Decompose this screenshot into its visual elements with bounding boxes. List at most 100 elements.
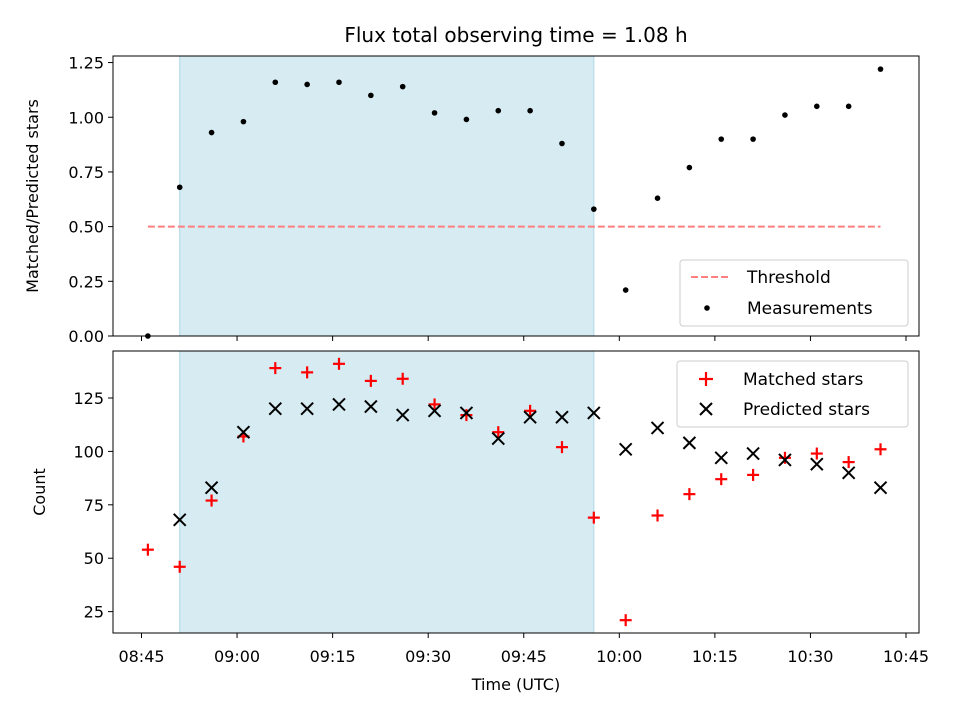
- bottom-y-axis-label: Count: [30, 468, 49, 516]
- top-legend: Threshold Measurements: [679, 259, 909, 327]
- matched-star-point: [332, 357, 345, 370]
- top-plot-marks: [145, 66, 884, 339]
- measurement-point: [750, 136, 756, 142]
- matched-star-point: [301, 366, 314, 379]
- bottom-panel: 25 50 75 100 125 08:45 09:00 09:15 09:30 09:45 10…: [30, 350, 929, 694]
- measurement-point: [814, 103, 820, 110]
- matched-star-point: [524, 404, 537, 417]
- top-shaded-region: [179, 55, 595, 337]
- predicted-star-point: [491, 431, 505, 446]
- bottom-ytick-label: 50: [84, 549, 104, 568]
- measurement-point: [559, 140, 565, 147]
- predicted-star-point: [587, 406, 601, 420]
- measurement-point: [431, 110, 438, 116]
- top-ytick-label: 1.25: [68, 54, 104, 73]
- matched-star-point: [141, 543, 154, 556]
- matched-star-point: [842, 456, 855, 469]
- predicted-star-point: [778, 453, 792, 467]
- measurement-point: [718, 136, 725, 142]
- xtick-label: 10:45: [883, 647, 929, 666]
- bottom-plot-marks: [141, 357, 888, 627]
- predicted-star-point: [650, 421, 665, 435]
- matched-star-point: [619, 614, 632, 627]
- matched-star-point: [173, 560, 186, 573]
- bottom-ytick-label: 75: [84, 496, 104, 515]
- predicted-star-point: [300, 401, 314, 416]
- measurement-point: [782, 112, 788, 118]
- measurement-point: [368, 92, 374, 99]
- predicted-star-point: [332, 397, 346, 412]
- bottom-legend: Matched stars Predicted stars: [676, 360, 909, 428]
- predicted-star-point: [364, 399, 378, 414]
- top-panel: Flux total observing time = 1.08 h 0.00 0…: [23, 23, 920, 346]
- bottom-plot-frame: [112, 350, 920, 634]
- x-axis-label: Time (UTC): [471, 675, 560, 694]
- top-ytick-label: 0.00: [68, 327, 104, 346]
- measurement-point: [622, 287, 629, 293]
- matched-star-point: [205, 494, 218, 507]
- bottom-ytick-label: 125: [73, 389, 104, 408]
- top-plot-frame: [112, 55, 920, 337]
- measurement-point: [399, 83, 406, 90]
- xtick-label: 10:00: [596, 647, 642, 666]
- matched-star-point: [587, 511, 600, 524]
- measurement-point: [208, 129, 215, 136]
- measurement-point: [654, 195, 661, 201]
- matched-star-point: [874, 443, 887, 456]
- matched-star-point: [428, 398, 441, 411]
- matched-star-point: [778, 451, 791, 464]
- matched-star-point: [460, 409, 473, 422]
- predicted-star-point: [746, 446, 760, 461]
- predicted-star-point: [555, 410, 569, 424]
- matched-star-point: [269, 362, 282, 375]
- bottom-ytick-label: 100: [73, 442, 104, 461]
- measurement-point: [336, 79, 342, 86]
- bottom-y-axis-ticks: 25 50 75 100 125: [73, 389, 113, 622]
- bottom-legend-frame: [676, 360, 909, 428]
- measurement-point: [304, 81, 310, 88]
- legend-measurements-swatch: [704, 305, 710, 311]
- matched-star-point: [555, 441, 568, 454]
- predicted-star-point: [459, 406, 474, 420]
- predicted-star-point: [714, 451, 728, 465]
- legend-predicted-label: Predicted stars: [743, 400, 870, 420]
- chart-title: Flux total observing time = 1.08 h: [344, 23, 687, 47]
- top-ytick-label: 1.00: [68, 108, 104, 127]
- xtick-label: 08:45: [118, 647, 164, 666]
- bottom-shaded-region: [179, 350, 595, 634]
- predicted-star-point: [682, 436, 697, 450]
- xtick-label: 10:30: [787, 647, 833, 666]
- measurement-point: [463, 116, 470, 123]
- predicted-star-point: [873, 481, 888, 495]
- top-legend-frame: [679, 259, 909, 327]
- predicted-star-point: [395, 408, 410, 422]
- matched-star-point: [492, 426, 505, 439]
- top-x-axis-ticks: [141, 336, 907, 341]
- top-y-axis-ticks: 0.00 0.25 0.50 0.75 1.00 1.25: [68, 54, 113, 346]
- measurement-point: [176, 184, 183, 191]
- matched-star-point: [747, 468, 760, 481]
- matched-star-point: [396, 372, 409, 385]
- top-ytick-label: 0.75: [68, 163, 104, 182]
- measurement-point: [686, 164, 693, 171]
- measurement-point: [240, 118, 247, 125]
- predicted-star-point: [236, 425, 251, 439]
- predicted-star-point: [173, 513, 187, 527]
- bottom-x-axis-ticks: 08:45 09:00 09:15 09:30 09:45 10:00 10:15 10:30…: [118, 633, 929, 666]
- measurement-point: [495, 107, 502, 114]
- xtick-label: 09:30: [405, 647, 451, 666]
- matched-star-point: [810, 447, 823, 460]
- matched-star-point: [715, 473, 728, 486]
- top-ytick-label: 0.25: [68, 272, 104, 291]
- legend-predicted-swatch: [699, 402, 713, 416]
- measurement-point: [591, 206, 597, 212]
- legend-matched-label: Matched stars: [743, 370, 863, 390]
- measurement-point: [527, 107, 533, 114]
- top-y-axis-label: Matched/Predicted stars: [23, 99, 42, 293]
- predicted-star-point: [523, 410, 537, 424]
- predicted-star-point: [268, 401, 282, 416]
- xtick-label: 09:15: [310, 647, 356, 666]
- xtick-label: 10:15: [692, 647, 738, 666]
- bottom-ytick-label: 25: [84, 603, 104, 622]
